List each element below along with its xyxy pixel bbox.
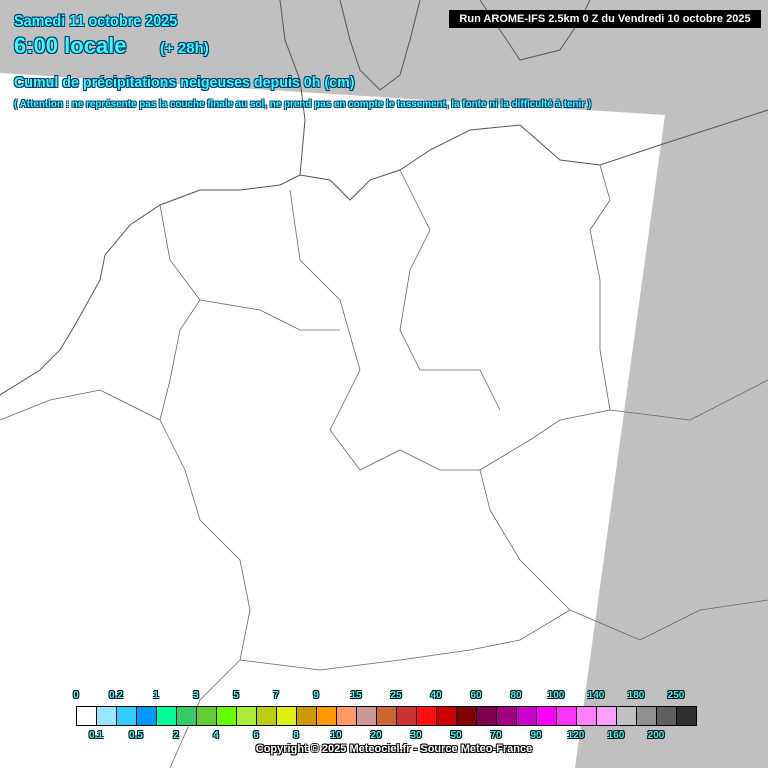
legend-swatch xyxy=(597,707,617,725)
legend-label: 80 xyxy=(510,690,522,701)
forecast-lead: (+ 28h) xyxy=(160,40,209,57)
legend-swatch xyxy=(217,707,237,725)
legend-label: 10 xyxy=(330,730,342,741)
legend-swatch xyxy=(537,707,557,725)
legend-label: 15 xyxy=(350,690,362,701)
legend-label: 40 xyxy=(430,690,442,701)
legend-swatch xyxy=(197,707,217,725)
legend-swatch xyxy=(517,707,537,725)
legend-label: 1 xyxy=(153,690,159,701)
legend-swatch xyxy=(177,707,197,725)
legend-swatch xyxy=(677,707,696,725)
legend-swatch xyxy=(637,707,657,725)
legend-label: 160 xyxy=(607,730,625,741)
legend-swatch xyxy=(577,707,597,725)
model-domain xyxy=(0,73,665,768)
legend-label: 0.1 xyxy=(89,730,103,741)
color-legend xyxy=(76,706,697,726)
forecast-time: 6:00 locale xyxy=(14,33,127,58)
legend-swatch xyxy=(97,707,117,725)
map-title: Cumul de précipitations neigeuses depuis… xyxy=(14,74,355,91)
legend-swatch xyxy=(137,707,157,725)
legend-swatch xyxy=(117,707,137,725)
legend-swatch xyxy=(657,707,677,725)
borders xyxy=(0,164,768,768)
legend-swatch xyxy=(277,707,297,725)
legend-swatch xyxy=(317,707,337,725)
legend-swatch xyxy=(297,707,317,725)
legend-label: 70 xyxy=(490,730,502,741)
legend-label: 100 xyxy=(547,690,565,701)
legend-label: 0.5 xyxy=(129,730,143,741)
legend-swatch xyxy=(337,707,357,725)
legend-swatch xyxy=(557,707,577,725)
copyright: Copyright © 2025 Meteociel.fr - Source M… xyxy=(255,743,533,755)
legend-label: 7 xyxy=(273,690,279,701)
legend-label: 5 xyxy=(233,690,239,701)
legend-swatch xyxy=(457,707,477,725)
legend-swatch xyxy=(357,707,377,725)
legend-swatch xyxy=(257,707,277,725)
legend-swatch xyxy=(477,707,497,725)
legend-swatch xyxy=(377,707,397,725)
legend-label: 60 xyxy=(470,690,482,701)
legend-swatch xyxy=(77,707,97,725)
legend-swatch xyxy=(497,707,517,725)
legend-swatch xyxy=(397,707,417,725)
legend-label: 25 xyxy=(390,690,402,701)
legend-label: 6 xyxy=(253,730,259,741)
legend-swatch xyxy=(417,707,437,725)
legend-label: 30 xyxy=(410,730,422,741)
legend-swatch xyxy=(617,707,637,725)
legend-label: 140 xyxy=(587,690,605,701)
run-info: Run AROME-IFS 2.5km 0 Z du Vendredi 10 o… xyxy=(449,10,761,28)
map-warning: ( Attention : ne représente pas la couch… xyxy=(14,98,592,110)
legend-label: 50 xyxy=(450,730,462,741)
legend-swatch xyxy=(437,707,457,725)
legend-label: 200 xyxy=(647,730,665,741)
legend-swatch xyxy=(157,707,177,725)
legend-label: 2 xyxy=(173,730,179,741)
legend-label: 3 xyxy=(193,690,199,701)
legend-label: 250 xyxy=(667,690,685,701)
legend-label: 0.2 xyxy=(109,690,123,701)
legend-label: 4 xyxy=(213,730,219,741)
legend-label: 180 xyxy=(627,690,645,701)
legend-label: 0 xyxy=(73,690,79,701)
legend-label: 90 xyxy=(530,730,542,741)
legend-label: 20 xyxy=(370,730,382,741)
forecast-date: Samedi 11 octobre 2025 xyxy=(14,13,178,30)
legend-swatch xyxy=(237,707,257,725)
legend-label: 9 xyxy=(313,690,319,701)
legend-label: 120 xyxy=(567,730,585,741)
legend-label: 8 xyxy=(293,730,299,741)
